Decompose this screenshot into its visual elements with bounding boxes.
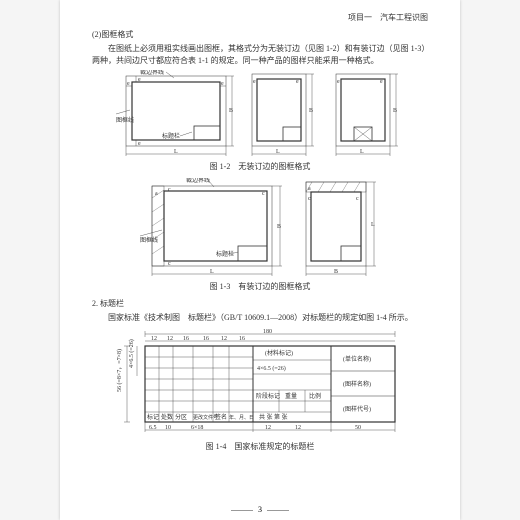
cell-matmark: (材料标记) <box>265 349 293 357</box>
dim-L5: L <box>371 222 375 228</box>
dim-B3: B <box>393 108 397 114</box>
fig13-box-b: a c c B L <box>298 178 382 278</box>
page: 项目一 汽车工程识图 (2)图框格式 在图纸上必须用粗实线画出图框，其格式分为无… <box>60 0 460 520</box>
cell-r3: 分区 <box>175 413 187 421</box>
lbl-title: 标题栏 <box>162 132 180 140</box>
dim-L4: L <box>210 269 214 275</box>
figure-1-2: 裁边界线 图框线 标题栏 e e e e <box>92 70 428 158</box>
cell-r5: 签名 <box>215 413 227 421</box>
section-2-title: 2. 标题栏 <box>92 298 428 309</box>
lbl-edge: 裁边界线 <box>140 70 164 76</box>
svg-text:12: 12 <box>221 336 227 342</box>
section-1-para: 在图纸上必须用粗实线画出图框，其格式分为无装订边（见图 1-2）和有装订边（见图… <box>92 43 428 65</box>
cell-stage: 阶段标记 <box>256 392 280 400</box>
dim12b: 12 <box>265 425 271 431</box>
dim50: 50 <box>355 425 361 431</box>
svg-text:16: 16 <box>183 336 189 342</box>
dim12c: 12 <box>295 425 301 431</box>
lbl-title2: 标题栏 <box>216 250 234 258</box>
svg-text:12: 12 <box>151 336 157 342</box>
dim-h56: 56 (=8×7，=7×8) <box>116 348 123 391</box>
cell-r6: 年、月、日 <box>229 414 254 421</box>
cell-r1: 标记 <box>147 413 159 421</box>
svg-text:4×6.5 (=26): 4×6.5 (=26) <box>257 365 286 372</box>
dim-B5: B <box>334 269 338 275</box>
dim-e3: e <box>138 77 141 83</box>
cell-drawcode: (图样代号) <box>343 405 371 413</box>
section-1-title: (2)图框格式 <box>92 29 428 40</box>
dim-e: e <box>296 79 299 85</box>
fig12-caption: 图 1-2 无装订边的图框格式 <box>92 161 428 172</box>
cell-drawname: (图样名称) <box>343 380 371 388</box>
dim-c5: c <box>308 196 311 202</box>
cell-r2: 处数 <box>161 413 173 421</box>
dim65: 6.5 <box>149 425 157 431</box>
lbl-edge2: 裁边界线 <box>186 178 210 184</box>
dim-gap: 4×6.5 (=26) <box>128 339 135 368</box>
section-2-para: 国家标准《技术制图 标题栏》（GB/T 10609.1—2008）对标题栏的规定… <box>92 312 428 323</box>
fig13-box-a: 裁边界线 图框线 标题栏 a c c c L <box>138 178 288 278</box>
dim-e2: e <box>221 81 224 87</box>
dim-e: e <box>337 79 340 85</box>
dim-c4: c <box>356 196 359 202</box>
figure-1-3: 裁边界线 图框线 标题栏 a c c c L <box>92 178 428 278</box>
dim-L2: L <box>276 149 280 155</box>
svg-text:16: 16 <box>203 336 209 342</box>
dim-e: e <box>253 79 256 85</box>
lbl-frame: 图框线 <box>116 116 134 124</box>
page-header: 项目一 汽车工程识图 <box>92 12 428 23</box>
fig12-box-c: e e L B <box>330 70 404 158</box>
cell-weight: 重量 <box>285 392 297 400</box>
dim-e5: e <box>138 141 141 147</box>
figure-1-4: 180 12 12 16 16 12 16 56 (=8×7，=7×8) <box>92 328 428 438</box>
dim-L1: L <box>174 149 178 155</box>
dim618: 6×18 <box>191 425 203 431</box>
cell-unitname: (单位名称) <box>343 355 371 363</box>
cell-sheet: 共 张 第 张 <box>259 413 288 421</box>
dim-c3: c <box>168 261 171 267</box>
dim180: 180 <box>263 329 272 335</box>
svg-text:12: 12 <box>167 336 173 342</box>
fig12-box-b: e e L B <box>246 70 320 158</box>
dim-e1: e <box>127 81 130 87</box>
fig13-caption: 图 1-3 有装订边的图框格式 <box>92 281 428 292</box>
content-area: 项目一 汽车工程识图 (2)图框格式 在图纸上必须用粗实线画出图框，其格式分为无… <box>60 0 460 466</box>
fig12-box-a: 裁边界线 图框线 标题栏 e e e e <box>116 70 236 158</box>
svg-text:16: 16 <box>239 336 245 342</box>
dim-a: a <box>155 191 158 197</box>
fig14-table: 180 12 12 16 16 12 16 56 (=8×7，=7×8) <box>115 328 405 438</box>
fig14-caption: 图 1-4 国家标准规定的标题栏 <box>92 441 428 452</box>
dim-B2: B <box>309 108 313 114</box>
dim-e: e <box>380 79 383 85</box>
dim-B4: B <box>277 224 281 230</box>
dim-c: c <box>262 191 265 197</box>
dim-a2: a <box>308 186 311 192</box>
dim-B1: B <box>229 108 233 114</box>
cell-scale: 比例 <box>309 392 321 400</box>
lbl-frame2: 图框线 <box>140 236 158 244</box>
page-number: 3 <box>60 505 460 514</box>
dim-c2: c <box>168 187 171 193</box>
dim10: 10 <box>165 425 171 431</box>
dim-L3: L <box>360 149 364 155</box>
